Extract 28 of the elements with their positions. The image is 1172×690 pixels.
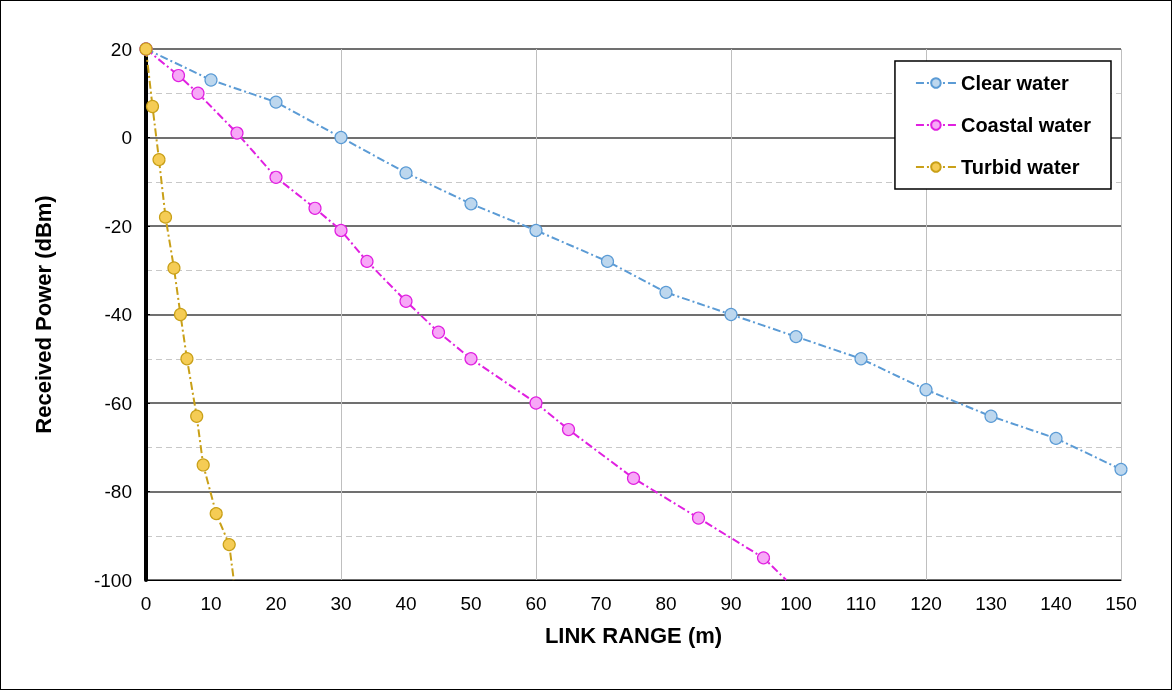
x-tick-label: 20 [265, 593, 287, 614]
x-tick-label: 110 [845, 593, 877, 614]
y-tick-label: -100 [93, 569, 132, 591]
x-tick-label: 80 [655, 593, 677, 614]
y-tick-label: -40 [104, 304, 132, 325]
x-tick-label: 140 [1040, 593, 1072, 614]
x-tick-label: 60 [525, 593, 547, 614]
y-axis-title: Received Power (dBm) [30, 195, 56, 434]
x-tick-label: 150 [1105, 593, 1137, 614]
x-tick-label: 120 [910, 593, 942, 614]
x-tick-label: 10 [200, 593, 222, 614]
x-axis-title: LINK RANGE (m) [544, 622, 723, 648]
y-tick-label: -20 [104, 215, 132, 237]
x-tick-label: 90 [720, 593, 742, 614]
y-tick-label: 0 [121, 127, 132, 148]
x-tick-label: 130 [975, 593, 1007, 614]
y-tick-label: 20 [110, 38, 132, 60]
x-tick-label: 0 [140, 593, 152, 614]
y-tick-label: -60 [104, 392, 132, 414]
legend-label: Coastal water [960, 114, 1092, 136]
x-tick-label: 70 [590, 593, 612, 614]
legend-label: Turbid water [960, 156, 1080, 178]
legend-label: Clear water [960, 72, 1069, 94]
x-tick-label: 30 [330, 593, 352, 614]
y-tick-label: -80 [104, 481, 132, 502]
x-tick-label: 50 [460, 593, 482, 614]
x-tick-label: 40 [395, 593, 417, 614]
x-tick-label: 100 [780, 593, 812, 614]
